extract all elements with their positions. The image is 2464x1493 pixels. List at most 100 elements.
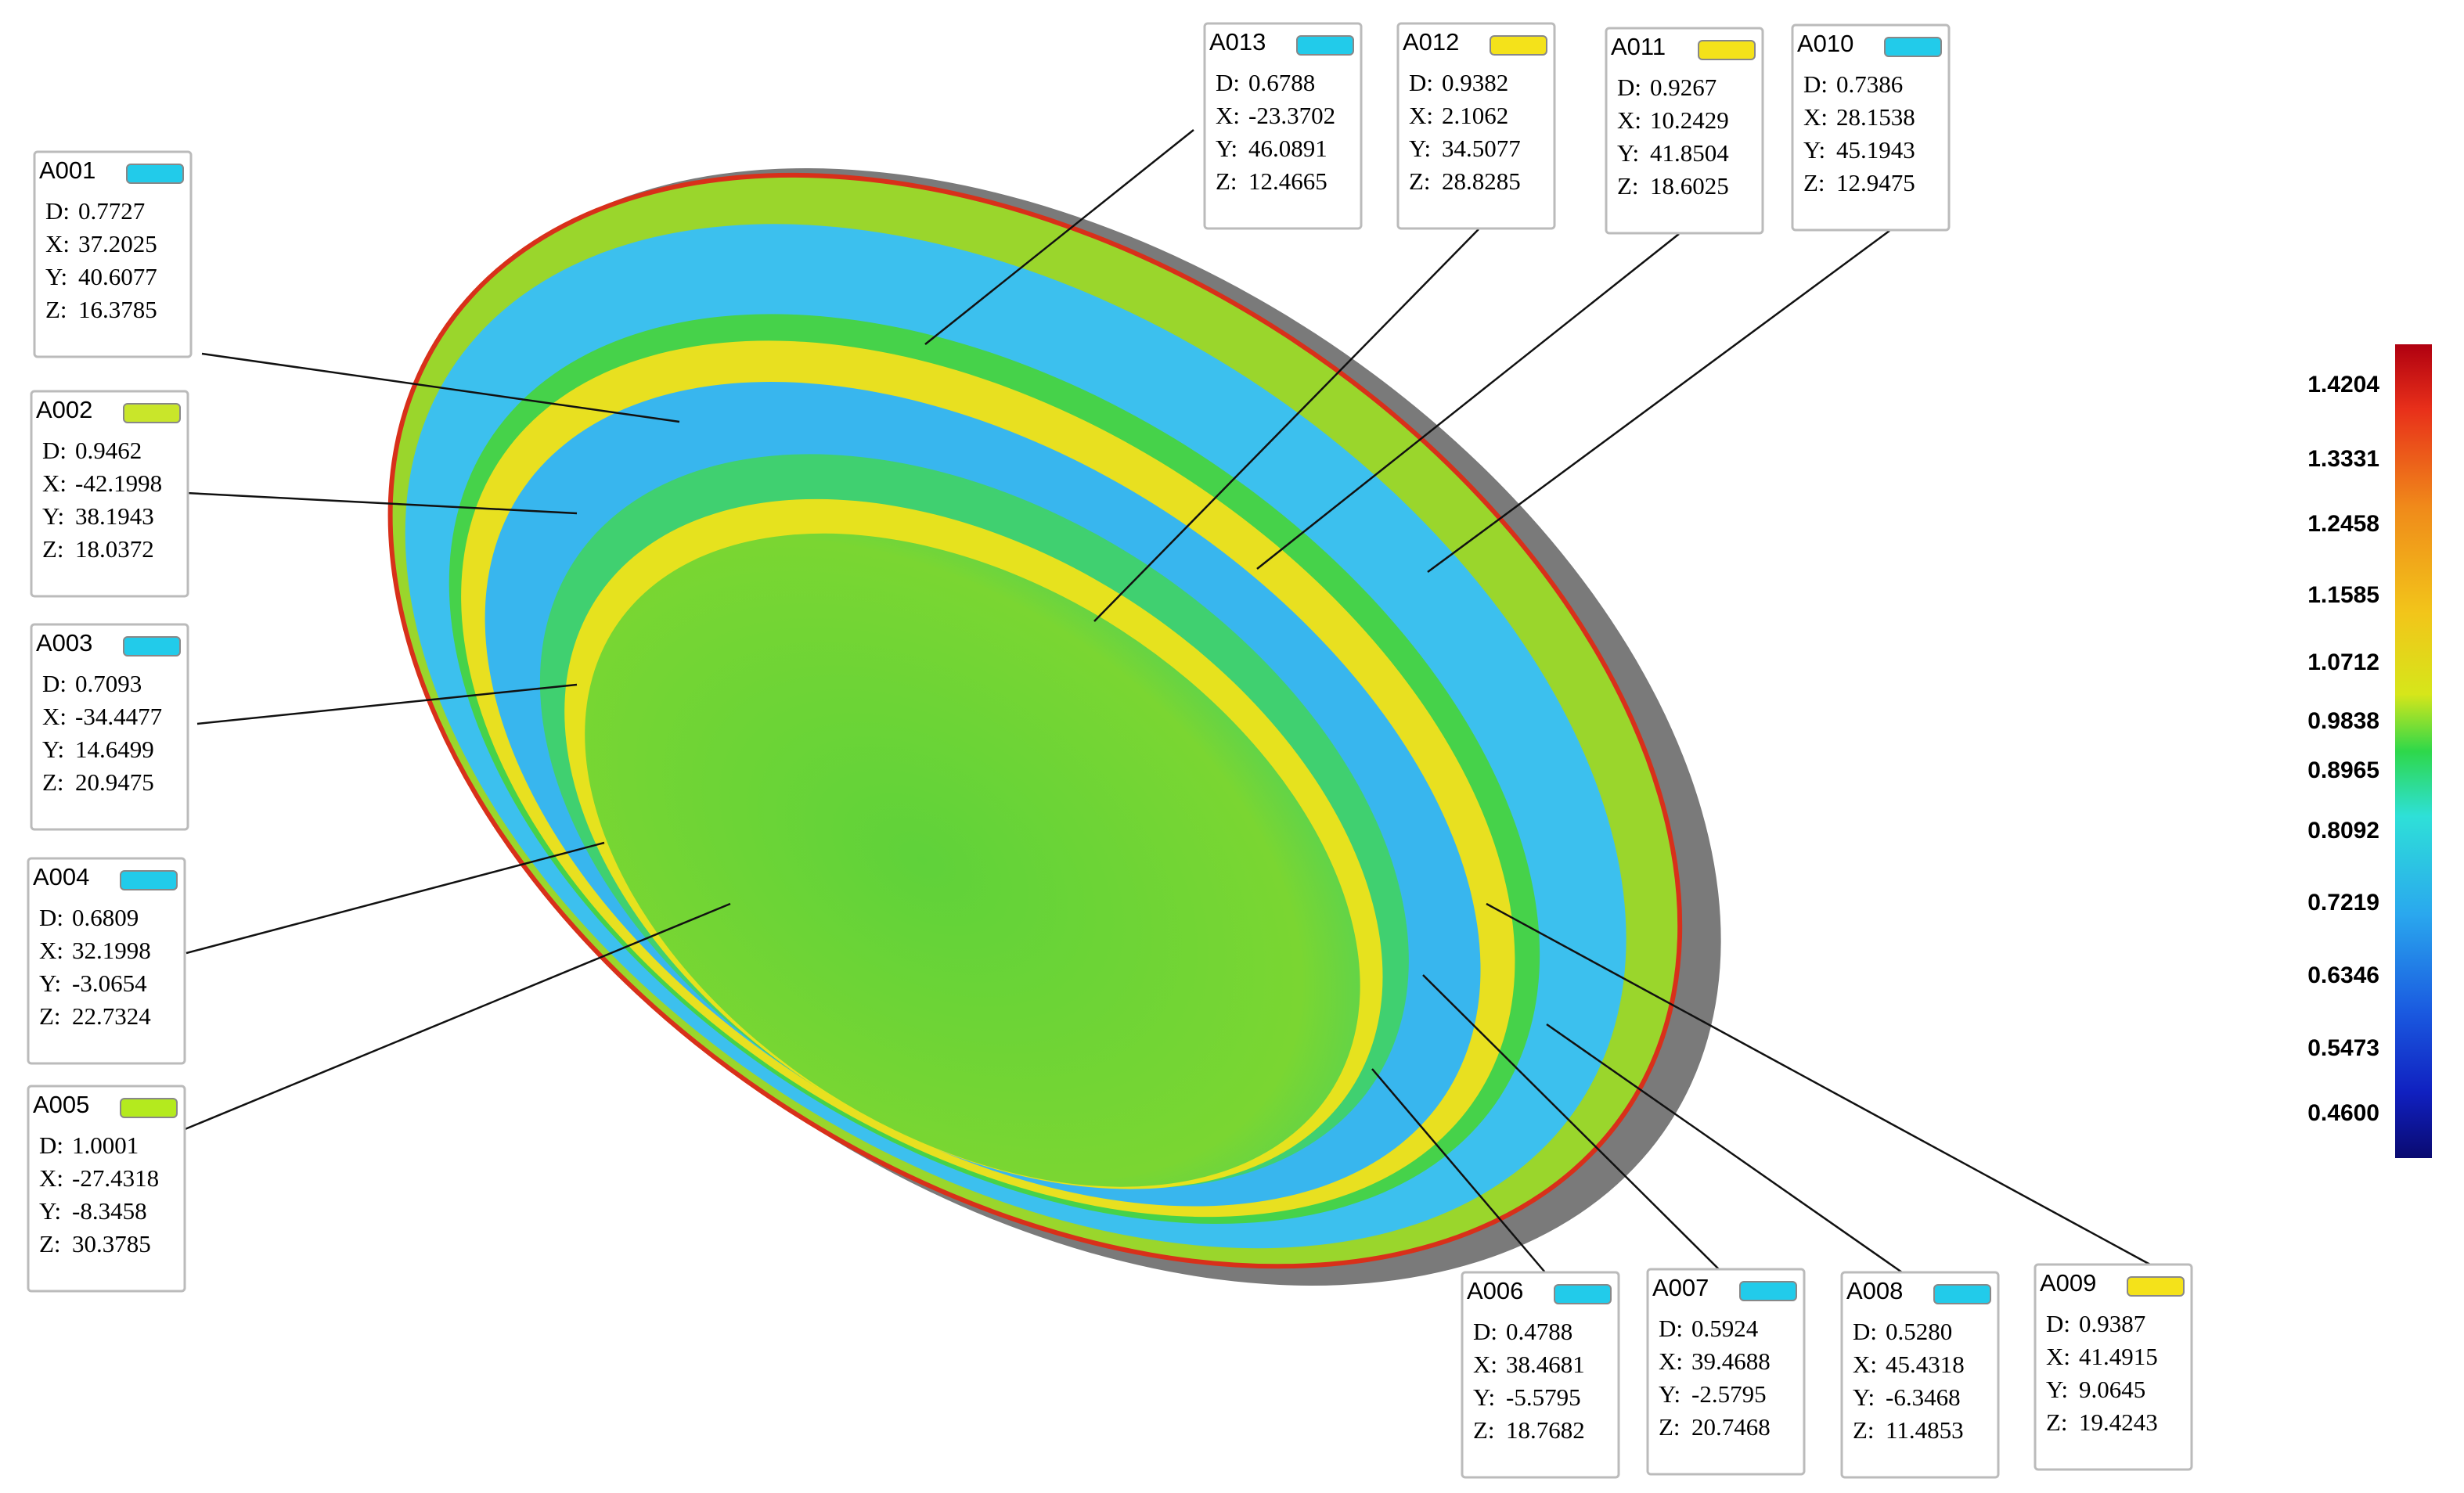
leader-line: [186, 491, 578, 515]
field-label: D:: [39, 904, 63, 931]
field-value: 11.4853: [1886, 1416, 1964, 1444]
scale-tick-label: 1.2458: [2307, 511, 2379, 537]
box-frame: [27, 857, 186, 1065]
annotation-id: A005: [33, 1091, 89, 1118]
field-value: 38.1943: [75, 502, 154, 530]
field-label: Y:: [1617, 139, 1639, 167]
field-value: 0.4788: [1506, 1318, 1572, 1345]
field-label: Z:: [39, 1230, 61, 1257]
field-label: Z:: [1617, 172, 1639, 200]
field-label: Y:: [42, 502, 64, 530]
field-label: D:: [1803, 70, 1828, 98]
field-label: X:: [1803, 103, 1828, 131]
annotation-box: A006 D: 0.4788 X: 38.4681 Y: -5.5795 Z: 18.7682: [1461, 1271, 1620, 1479]
field-value: 37.2025: [78, 230, 157, 257]
field-value: -6.3468: [1886, 1383, 1961, 1411]
field-label: D:: [42, 670, 67, 697]
box-frame: [1203, 22, 1363, 230]
annotation-box: A005 D: 1.0001 X: -27.4318 Y: -8.3458 Z: 30.3785: [27, 1085, 186, 1293]
scale-tick-label: 0.8965: [2307, 757, 2379, 783]
field-value: 18.7682: [1506, 1416, 1585, 1444]
box-frame: [1605, 27, 1764, 235]
field-value: -23.3702: [1248, 102, 1335, 129]
leader-line: [201, 352, 680, 423]
field-value: 20.7468: [1691, 1413, 1771, 1441]
field-value: 0.7386: [1836, 70, 1903, 98]
field-label: Z:: [1473, 1416, 1495, 1444]
field-value: 18.6025: [1650, 172, 1729, 200]
field-label: Z:: [45, 296, 67, 323]
field-value: 20.9475: [75, 768, 154, 796]
field-value: 0.6809: [72, 904, 139, 931]
annotation-id: A007: [1652, 1274, 1709, 1301]
field-value: 28.8285: [1442, 167, 1521, 195]
annotation-box: A008 D: 0.5280 X: 45.4318 Y: -6.3468 Z: 11.4853: [1840, 1271, 2000, 1479]
scale-tick-label: 0.5473: [2307, 1035, 2379, 1061]
field-label: D:: [42, 437, 67, 464]
annotation-id: A009: [2040, 1269, 2096, 1297]
leader-line: [182, 902, 731, 1131]
scale-tick-label: 1.3331: [2307, 446, 2379, 472]
field-value: 28.1538: [1836, 103, 1915, 131]
field-label: Z:: [1853, 1416, 1875, 1444]
field-value: 0.6788: [1248, 69, 1315, 96]
color-chip: [123, 403, 181, 423]
field-label: Y:: [39, 1197, 61, 1225]
field-value: 0.5924: [1691, 1315, 1759, 1342]
field-label: Y:: [39, 970, 61, 997]
scale-tick-label: 0.6346: [2307, 962, 2379, 988]
field-label: D:: [2046, 1310, 2070, 1337]
leader-line: [1371, 1068, 1546, 1273]
field-value: 40.6077: [78, 263, 157, 290]
field-value: -42.1998: [75, 469, 162, 497]
field-value: 1.0001: [72, 1131, 139, 1159]
field-label: Y:: [42, 736, 64, 763]
field-value: 32.1998: [72, 937, 151, 964]
field-label: Y:: [1216, 135, 1237, 162]
field-value: 0.7093: [75, 670, 142, 697]
color-chip: [1698, 40, 1756, 60]
field-value: 9.0645: [2079, 1376, 2145, 1403]
color-chip: [123, 636, 181, 657]
field-label: D:: [1659, 1315, 1683, 1342]
field-label: Y:: [45, 263, 67, 290]
field-value: 10.2429: [1650, 106, 1729, 134]
field-label: Z:: [42, 535, 64, 563]
field-label: D:: [1473, 1318, 1497, 1345]
box-frame: [27, 1085, 186, 1293]
color-chip: [1884, 37, 1942, 57]
field-value: 46.0891: [1248, 135, 1327, 162]
box-frame: [1396, 22, 1556, 230]
annotation-id: A001: [39, 156, 95, 184]
surface-plate: [585, 533, 1360, 1187]
field-label: Y:: [1409, 135, 1431, 162]
annotation-box: A004 D: 0.6809 X: 32.1998 Y: -3.0654 Z: 22.7324: [27, 857, 186, 1065]
scale-tick-label: 0.7219: [2307, 890, 2379, 916]
color-chip: [1739, 1281, 1797, 1301]
scale-tick-label: 1.4204: [2307, 372, 2379, 398]
field-value: 14.6499: [75, 736, 154, 763]
annotation-id: A012: [1403, 28, 1459, 56]
annotation-id: A002: [36, 396, 92, 423]
box-frame: [1646, 1268, 1806, 1476]
leader-line: [924, 129, 1194, 345]
field-value: 41.4915: [2079, 1343, 2158, 1370]
field-value: 39.4688: [1691, 1347, 1771, 1375]
annotation-box: A001 D: 0.7727 X: 37.2025 Y: 40.6077 Z: 16.3785: [33, 150, 193, 358]
annotation-id: A013: [1209, 28, 1266, 56]
field-value: 0.9387: [2079, 1310, 2145, 1337]
annotation-id: A010: [1797, 30, 1853, 57]
field-value: 30.3785: [72, 1230, 151, 1257]
annotation-box: A012 D: 0.9382 X: 2.1062 Y: 34.5077 Z: 28.8285: [1396, 22, 1556, 230]
scale-tick-label: 1.1585: [2307, 582, 2379, 608]
field-label: Y:: [1473, 1383, 1495, 1411]
color-chip: [120, 1098, 178, 1118]
leader-line: [1422, 974, 1720, 1270]
scale-tick-label: 1.0712: [2307, 649, 2379, 675]
field-label: X:: [39, 1164, 63, 1192]
annotation-box: A011 D: 0.9267 X: 10.2429 Y: 41.8504 Z: 18.6025: [1605, 27, 1764, 235]
field-label: Y:: [2046, 1376, 2068, 1403]
field-value: 0.5280: [1886, 1318, 1952, 1345]
leader-line: [1256, 233, 1680, 570]
